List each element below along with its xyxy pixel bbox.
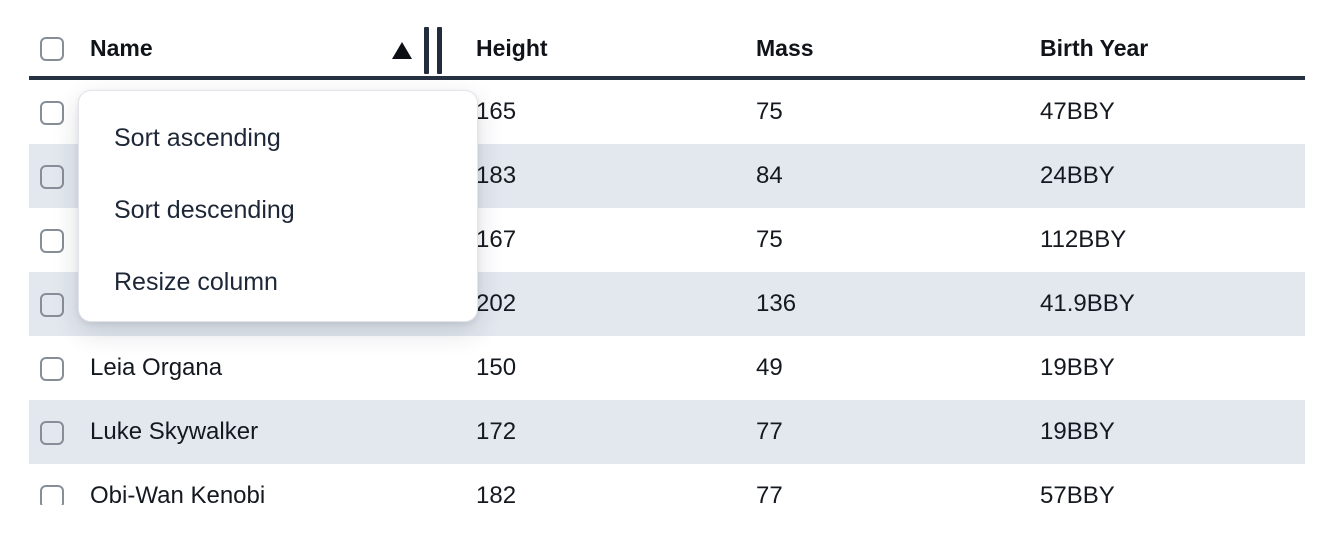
select-all-checkbox[interactable] (40, 37, 64, 62)
column-header-mass[interactable]: Mass (744, 35, 1028, 62)
cell-height: 183 (476, 162, 517, 189)
row-select-cell (29, 162, 78, 190)
table-header-row: Name Height Mass Birth Year (29, 20, 1305, 80)
column-header-mass-label: Mass (756, 34, 814, 61)
cell-mass: 75 (756, 226, 783, 253)
row-checkbox[interactable] (40, 420, 64, 445)
table-row[interactable]: 165 75 47BBY (29, 80, 1305, 144)
column-header-height-label: Height (476, 34, 548, 61)
cell-birth-year: 47BBY (1040, 98, 1115, 125)
row-select-cell (29, 418, 78, 446)
row-select-cell (29, 226, 78, 254)
table-row[interactable]: Luke Skywalker 172 77 19BBY (29, 400, 1305, 464)
column-header-name[interactable]: Name (78, 20, 464, 76)
column-resize-handle-icon[interactable] (424, 27, 442, 74)
table-row[interactable]: 167 75 112BBY (29, 208, 1305, 272)
cell-height: 165 (476, 98, 517, 125)
cell-mass: 77 (756, 482, 783, 505)
cell-birth-year: 19BBY (1040, 418, 1115, 445)
row-checkbox[interactable] (40, 484, 64, 505)
row-checkbox[interactable] (40, 292, 64, 317)
cell-mass: 49 (756, 354, 783, 381)
sort-ascending-icon (392, 42, 412, 59)
cell-name: Luke Skywalker (90, 418, 259, 445)
column-context-menu: Sort ascending Sort descending Resize co… (78, 90, 478, 322)
cell-birth-year: 57BBY (1040, 482, 1115, 505)
row-select-cell (29, 98, 78, 126)
cell-height: 172 (476, 418, 517, 445)
cell-birth-year: 112BBY (1040, 226, 1127, 253)
cell-mass: 75 (756, 98, 783, 125)
menu-item-sort-ascending[interactable]: Sort ascending (114, 123, 281, 152)
column-header-height[interactable]: Height (464, 35, 744, 62)
cell-birth-year: 19BBY (1040, 354, 1115, 381)
row-checkbox[interactable] (40, 228, 64, 253)
cell-height: 202 (476, 290, 517, 317)
cell-height: 182 (476, 482, 517, 505)
column-header-birth-year[interactable]: Birth Year (1028, 35, 1305, 62)
cell-birth-year: 24BBY (1040, 162, 1115, 189)
column-header-birth-year-label: Birth Year (1040, 34, 1149, 61)
table-row[interactable]: Obi-Wan Kenobi 182 77 57BBY (29, 464, 1305, 505)
cell-mass: 136 (756, 290, 797, 317)
table-row[interactable]: Leia Organa 150 49 19BBY (29, 336, 1305, 400)
cell-mass: 84 (756, 162, 783, 189)
menu-item-sort-descending[interactable]: Sort descending (114, 195, 295, 224)
cell-name: Obi-Wan Kenobi (90, 482, 266, 505)
column-header-name-label: Name (90, 34, 153, 61)
row-select-cell (29, 354, 78, 382)
cell-mass: 77 (756, 418, 783, 445)
select-all-cell (29, 35, 78, 62)
row-select-cell (29, 290, 78, 318)
row-checkbox[interactable] (40, 100, 64, 125)
cell-name: Leia Organa (90, 354, 223, 381)
row-checkbox[interactable] (40, 164, 64, 189)
row-select-cell (29, 482, 78, 505)
menu-item-resize-column[interactable]: Resize column (114, 267, 278, 296)
cell-birth-year: 41.9BBY (1040, 290, 1135, 317)
cell-height: 167 (476, 226, 517, 253)
cell-height: 150 (476, 354, 517, 381)
row-checkbox[interactable] (40, 356, 64, 381)
